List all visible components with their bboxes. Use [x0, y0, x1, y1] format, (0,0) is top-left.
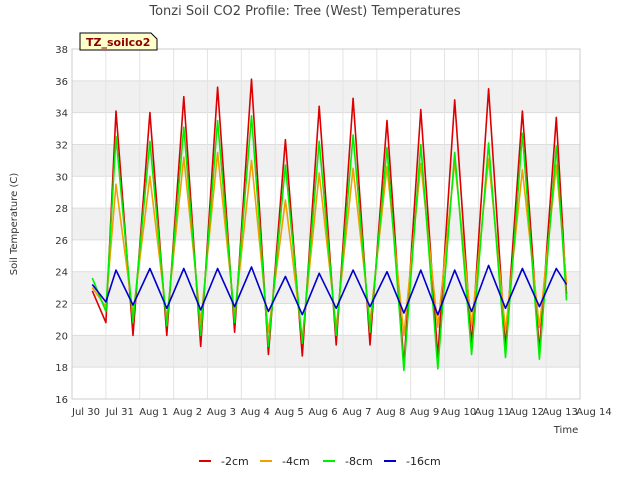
- y-tick-label: 34: [55, 109, 68, 120]
- annotation-tag-text: TZ_soilco2: [86, 36, 150, 49]
- legend-item: -8cm: [323, 455, 373, 468]
- y-tick-label: 16: [55, 395, 68, 406]
- y-tick-label: 30: [55, 172, 68, 183]
- legend-label: -8cm: [345, 455, 373, 468]
- y-tick-label: 20: [55, 331, 68, 342]
- x-axis: Jul 30 Jul 31 Aug 1 Aug 2 Aug 3 Aug 4 Aug 5 Aug…: [71, 407, 612, 418]
- y-tick-label: 28: [55, 204, 68, 215]
- plot-band: [72, 80, 580, 113]
- x-tick-label: Jul 30: [71, 407, 100, 418]
- annotation-tag-box: [79, 32, 158, 51]
- y-tick-label: 38: [55, 45, 68, 56]
- plot-band: [72, 144, 580, 177]
- y-axis-label: Soil Temperature (C): [9, 173, 20, 276]
- y-tick-label: 32: [55, 140, 68, 151]
- annotation-tag: TZ_soilco2: [79, 32, 158, 51]
- plot-frame: [71, 48, 581, 400]
- y-tick-label: 26: [55, 236, 68, 247]
- x-tick-label: Aug 9: [410, 407, 439, 418]
- x-tick-label: Aug 1: [139, 407, 168, 418]
- y-tick-label: 36: [55, 77, 68, 88]
- x-tick-label: Aug 8: [376, 407, 405, 418]
- y-tick-label: 24: [55, 268, 68, 279]
- y-axis: 16 18 20 22 24 26 28 30 32 34 36 38: [55, 45, 68, 406]
- legend-item: -4cm: [260, 455, 310, 468]
- legend-item: -16cm: [384, 455, 441, 468]
- x-tick-label: Aug 4: [241, 407, 270, 418]
- legend-label: -2cm: [221, 455, 249, 468]
- x-tick-label: Aug 12: [509, 407, 544, 418]
- legend: -2cm -4cm -8cm -16cm: [199, 455, 441, 468]
- x-tick-label: Aug 10: [441, 407, 476, 418]
- x-tick-label: Aug 13: [542, 407, 577, 418]
- x-tick-label: Aug 3: [207, 407, 236, 418]
- y-tick-label: 22: [55, 300, 68, 311]
- plot-band: [72, 335, 580, 368]
- x-tick-label: Jul 31: [105, 407, 134, 418]
- series-line-16cm: [91, 264, 568, 316]
- x-tick-label: Aug 5: [275, 407, 304, 418]
- legend-label: -16cm: [406, 455, 441, 468]
- y-tick-label: 18: [55, 363, 68, 374]
- x-axis-label: Time: [553, 425, 578, 436]
- legend-label: -4cm: [282, 455, 310, 468]
- x-tick-label: Aug 11: [475, 407, 510, 418]
- x-tick-label: Aug 7: [342, 407, 371, 418]
- series-lines: [91, 78, 568, 372]
- legend-item: -2cm: [199, 455, 249, 468]
- x-tick-label: Aug 6: [309, 407, 338, 418]
- series-line-8cm: [91, 115, 568, 372]
- x-tick-label: Aug 14: [576, 407, 611, 418]
- x-tick-label: Aug 2: [173, 407, 202, 418]
- chart-title: Tonzi Soil CO2 Profile: Tree (West) Temp…: [148, 4, 461, 19]
